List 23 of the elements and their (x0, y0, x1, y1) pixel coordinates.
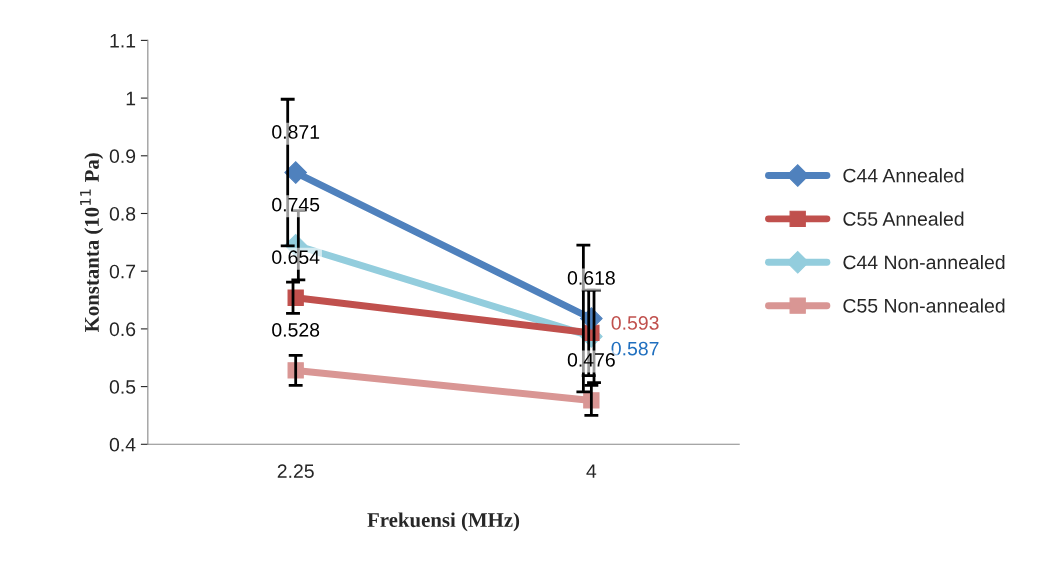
legend-label: C55 Non-annealed (843, 298, 1005, 313)
y-tick-label: 0.7 (109, 264, 136, 279)
x-axis-title: Frekuensi (MHz) (367, 512, 520, 532)
y-tick-label: 0.6 (109, 322, 136, 337)
y-tick-label: 1 (126, 91, 136, 106)
data-label: 0.745 (272, 197, 320, 212)
y-tick-label: 1.1 (110, 34, 136, 48)
data-label: 0.593 (611, 316, 659, 330)
data-label: 0.528 (272, 323, 320, 337)
y-tick-label: 0.5 (109, 380, 136, 394)
y-tick-label: 0.9 (109, 149, 136, 164)
point (284, 161, 307, 184)
legend-label: C55 Annealed (843, 211, 964, 226)
legend-label: C44 Non-annealed (843, 254, 1005, 270)
y-axis-title: Konstanta (10$^{11}$ Pa) (80, 153, 104, 333)
data-label: 0.618 (567, 271, 615, 285)
y-tick-label: 0.8 (109, 206, 136, 221)
y-tick-label: 0.4 (109, 437, 136, 452)
x-tick-label: 4 (586, 464, 597, 478)
data-label: 0.654 (272, 250, 320, 265)
data-label: 0.871 (272, 125, 320, 139)
x-tick-label: 2.25 (277, 464, 314, 479)
legend-label: C44 Annealed (843, 168, 964, 183)
